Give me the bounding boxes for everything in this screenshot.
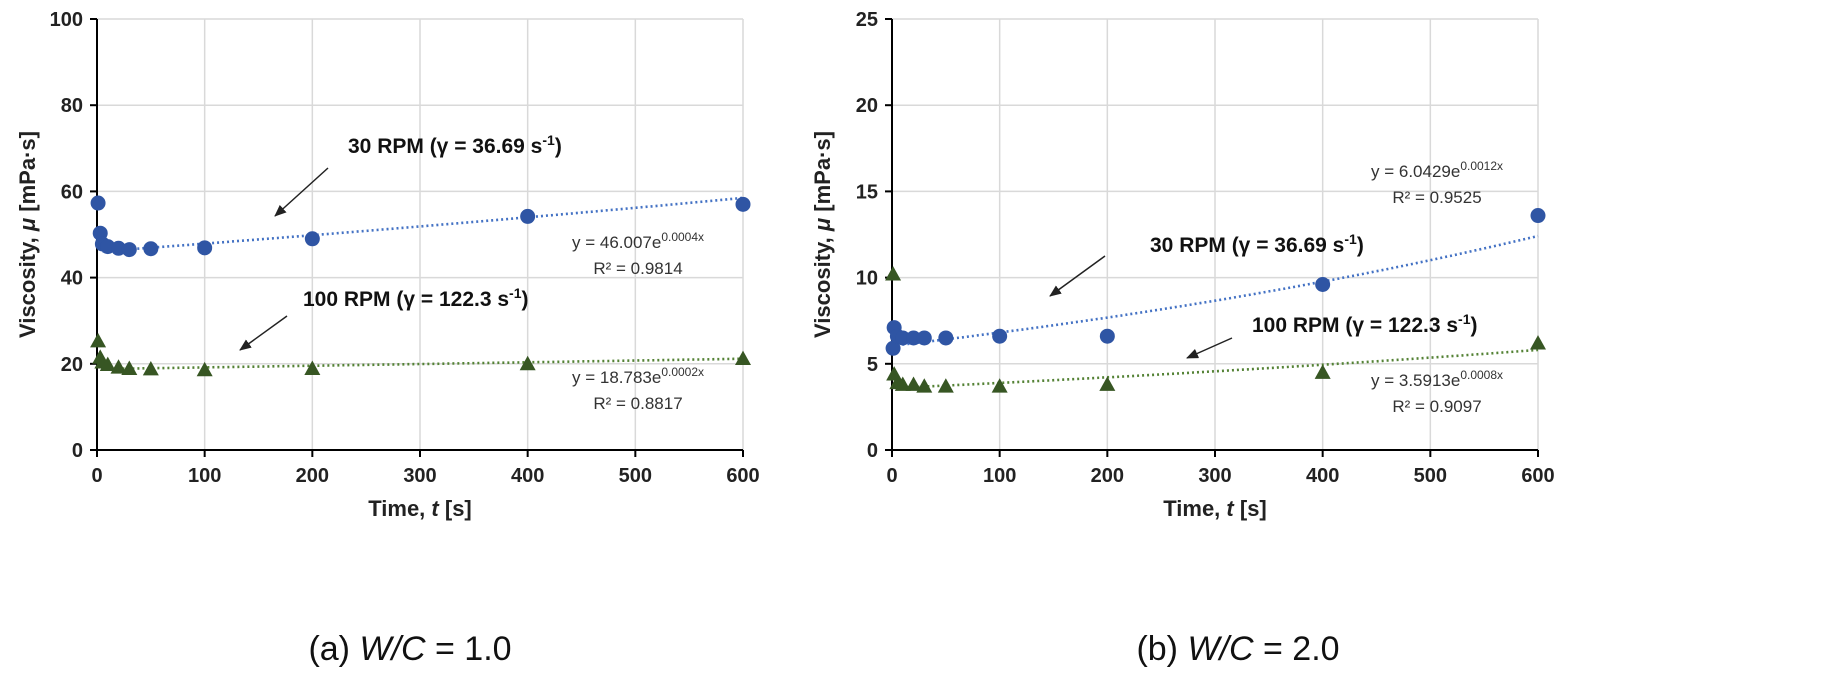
data-point <box>520 208 536 224</box>
y-tick-label: 100 <box>50 9 83 31</box>
x-tick-label: 300 <box>403 465 436 487</box>
trendline-r-squared: R² = 0.8817 <box>593 394 682 413</box>
data-point <box>110 359 127 374</box>
data-point <box>142 360 159 376</box>
x-tick-label: 300 <box>1198 465 1231 487</box>
data-point <box>895 330 911 346</box>
series-label: 100 RPM (γ = 122.3 s-1) <box>1252 311 1478 337</box>
data-point <box>1530 208 1546 224</box>
series-30rpm: 30 RPM (γ = 36.69 s-1) y = 6.0429e0.0012x… <box>885 159 1546 356</box>
trendline-equation: y = 18.783e0.0002x <box>572 365 704 387</box>
y-tick-label: 0 <box>867 440 878 462</box>
data-point <box>937 378 954 393</box>
x-tick-label: 200 <box>296 465 329 487</box>
data-point <box>885 340 901 356</box>
y-tick-label: 0 <box>72 440 83 462</box>
trendline-r-squared: R² = 0.9525 <box>1392 188 1481 207</box>
chart-panel-a: 0 20 40 60 80 100 0 100 200 300 400 500 600 Time, t [… <box>15 9 760 668</box>
x-axis-title: Time, t [s] <box>1163 496 1267 521</box>
trendline <box>897 234 1539 347</box>
series-label: 100 RPM (γ = 122.3 s-1) <box>303 285 529 311</box>
data-point <box>1099 376 1116 391</box>
data-point <box>197 240 213 256</box>
x-tick-label: 400 <box>1306 465 1339 487</box>
chart-panel-b: 0 5 10 15 20 25 0 100 200 300 400 500 600 Time, t [s]… <box>810 9 1555 668</box>
x-tick-label: 100 <box>188 465 221 487</box>
series-label: 30 RPM (γ = 36.69 s-1) <box>1150 231 1364 257</box>
data-point <box>196 361 213 377</box>
data-point <box>90 332 107 348</box>
y-axis-title: Viscosity, μ [mPa·s] <box>810 131 835 338</box>
series-label: 30 RPM (γ = 36.69 s-1) <box>348 132 562 158</box>
annotation-arrow <box>274 167 329 217</box>
data-point <box>1314 364 1331 379</box>
trendline-equation: y = 6.0429e0.0012x <box>1371 159 1503 181</box>
series-100rpm: 100 RPM (γ = 122.3 s-1) y = 3.5913e0.0008… <box>885 266 1546 416</box>
annotation-arrow <box>1186 337 1233 359</box>
data-point <box>121 242 137 258</box>
data-point <box>905 376 922 391</box>
trendline <box>102 357 744 371</box>
data-point <box>916 378 933 393</box>
x-tick-label: 100 <box>983 465 1016 487</box>
y-tick-label: 10 <box>856 268 878 290</box>
y-tick-label: 20 <box>61 354 83 376</box>
y-tick-label: 25 <box>856 9 878 31</box>
y-tick-label: 5 <box>867 354 878 376</box>
data-point <box>991 378 1008 393</box>
data-point <box>143 241 159 257</box>
data-point <box>894 376 911 391</box>
data-point <box>885 266 902 281</box>
annotation-arrow <box>239 315 288 351</box>
x-tick-label: 0 <box>886 465 897 487</box>
data-point <box>735 196 751 212</box>
data-point <box>1099 328 1115 344</box>
trendline <box>897 348 1539 390</box>
data-point <box>992 328 1008 344</box>
y-axis-title: Viscosity, μ [mPa·s] <box>15 131 40 338</box>
data-point <box>99 356 116 372</box>
x-tick-label: 500 <box>619 465 652 487</box>
data-point <box>886 366 903 381</box>
x-tick-label: 600 <box>1521 465 1554 487</box>
data-point <box>304 231 320 247</box>
data-point <box>735 350 751 366</box>
data-point <box>1530 335 1546 350</box>
data-point <box>916 330 932 346</box>
trendline-r-squared: R² = 0.9814 <box>593 259 682 278</box>
annotation-arrow <box>1049 255 1106 297</box>
x-tick-label: 200 <box>1091 465 1124 487</box>
data-point <box>90 195 106 211</box>
data-point <box>938 330 954 346</box>
trendline-equation: y = 46.007e0.0004x <box>572 230 704 252</box>
x-tick-label: 500 <box>1414 465 1447 487</box>
data-point <box>121 360 138 375</box>
series-30rpm: 30 RPM (γ = 36.69 s-1) y = 46.007e0.0004x… <box>90 132 751 278</box>
y-tick-label: 20 <box>856 95 878 117</box>
data-point <box>519 355 536 371</box>
data-point <box>1315 276 1331 292</box>
panel-caption: (a) W/C = 1.0 <box>308 630 511 668</box>
data-point <box>906 330 922 346</box>
x-tick-label: 600 <box>726 465 759 487</box>
y-tick-label: 60 <box>61 181 83 203</box>
panel-caption: (b) W/C = 2.0 <box>1136 630 1339 668</box>
y-tick-label: 15 <box>856 181 878 203</box>
trendline <box>102 196 744 253</box>
data-point <box>304 360 321 375</box>
y-tick-label: 80 <box>61 95 83 117</box>
x-tick-label: 400 <box>511 465 544 487</box>
x-tick-label: 0 <box>91 465 102 487</box>
series-100rpm: 100 RPM (γ = 122.3 s-1) y = 18.783e0.0002… <box>90 285 751 413</box>
trendline-equation: y = 3.5913e0.0008x <box>1371 368 1503 390</box>
y-tick-label: 40 <box>61 268 83 290</box>
x-axis-title: Time, t [s] <box>368 496 472 521</box>
trendline-r-squared: R² = 0.9097 <box>1392 397 1481 416</box>
